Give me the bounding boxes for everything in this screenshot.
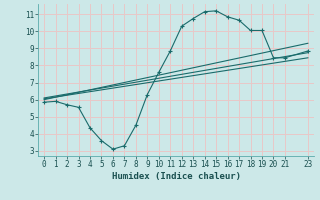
X-axis label: Humidex (Indice chaleur): Humidex (Indice chaleur) — [111, 172, 241, 181]
